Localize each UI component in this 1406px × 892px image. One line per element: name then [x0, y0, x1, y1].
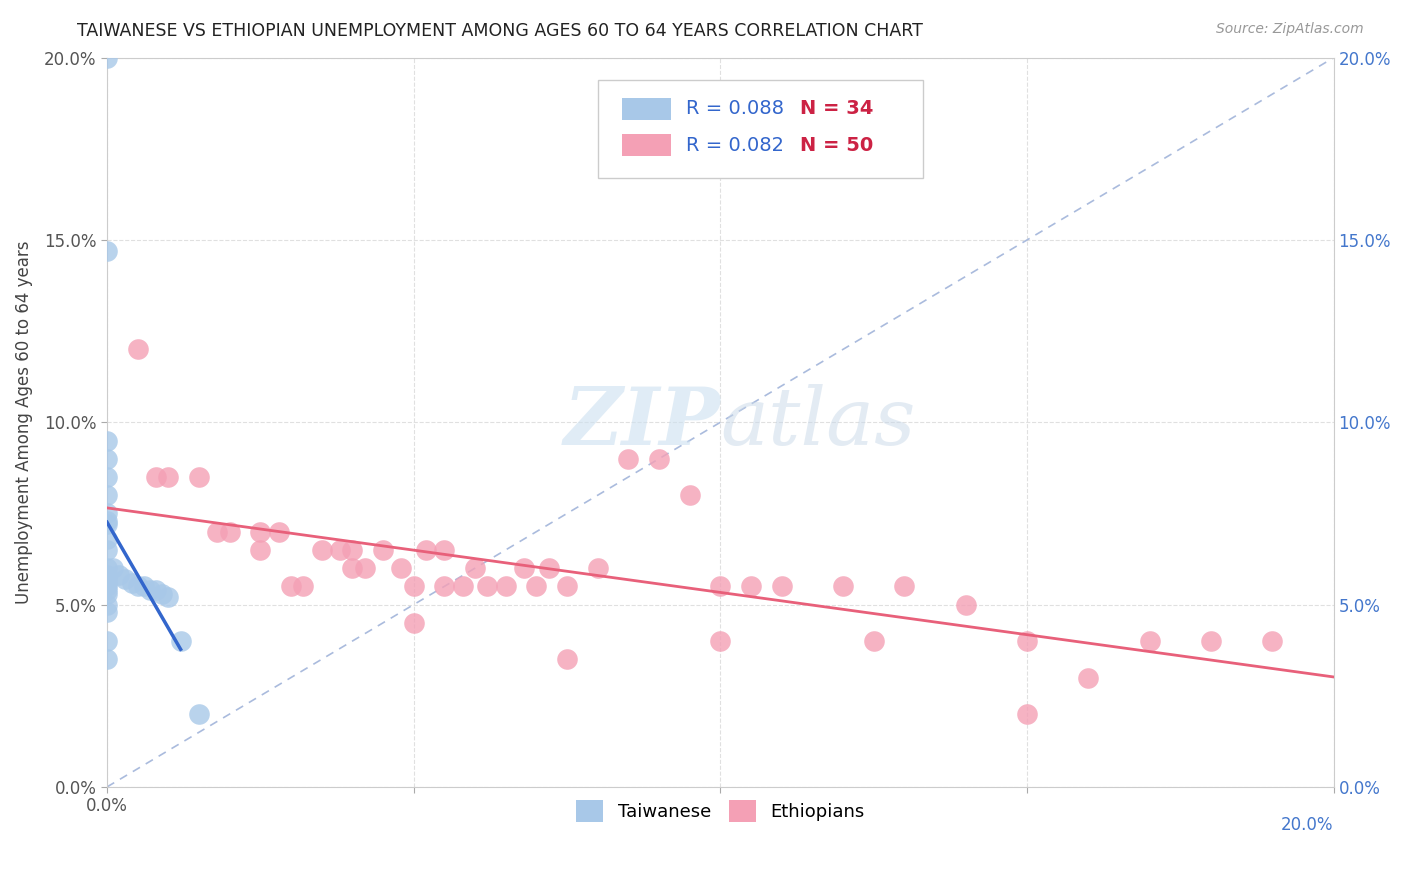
Point — [1199, 634, 1222, 648]
Point — [679, 488, 702, 502]
Point — [96, 514, 118, 528]
Point — [96, 488, 118, 502]
Point — [832, 579, 855, 593]
Point — [132, 579, 155, 593]
Point — [648, 451, 671, 466]
Point — [862, 634, 884, 648]
Point — [207, 524, 229, 539]
Legend: Taiwanese, Ethiopians: Taiwanese, Ethiopians — [569, 792, 872, 829]
Point — [495, 579, 517, 593]
Text: TAIWANESE VS ETHIOPIAN UNEMPLOYMENT AMONG AGES 60 TO 64 YEARS CORRELATION CHART: TAIWANESE VS ETHIOPIAN UNEMPLOYMENT AMON… — [77, 22, 924, 40]
Point — [342, 561, 364, 575]
Point — [96, 568, 118, 582]
Point — [188, 706, 211, 721]
Text: ZIP: ZIP — [564, 384, 720, 461]
Text: R = 0.082: R = 0.082 — [686, 136, 785, 154]
Point — [96, 470, 118, 484]
Point — [451, 579, 474, 593]
Point — [1139, 634, 1161, 648]
Bar — [623, 98, 671, 120]
Point — [188, 470, 211, 484]
Point — [709, 579, 731, 593]
Point — [150, 587, 173, 601]
Point — [555, 652, 578, 666]
Point — [617, 451, 640, 466]
Point — [96, 605, 118, 619]
Point — [96, 582, 118, 597]
Point — [740, 579, 762, 593]
Point — [96, 244, 118, 258]
Point — [96, 451, 118, 466]
Point — [586, 561, 609, 575]
Point — [893, 579, 915, 593]
Point — [415, 543, 437, 558]
Point — [1261, 634, 1284, 648]
Point — [371, 543, 394, 558]
Point — [96, 587, 118, 601]
Point — [218, 524, 240, 539]
Point — [477, 579, 499, 593]
Point — [329, 543, 352, 558]
Point — [101, 561, 124, 575]
Point — [402, 615, 425, 630]
Point — [770, 579, 793, 593]
Point — [114, 572, 136, 586]
Text: 20.0%: 20.0% — [1281, 816, 1334, 834]
Point — [139, 582, 162, 597]
Point — [955, 598, 977, 612]
Text: N = 34: N = 34 — [800, 99, 873, 119]
Point — [96, 51, 118, 65]
Point — [145, 470, 167, 484]
Point — [524, 579, 547, 593]
Point — [709, 634, 731, 648]
Point — [96, 543, 118, 558]
Point — [127, 579, 149, 593]
Text: R = 0.088: R = 0.088 — [686, 99, 785, 119]
Point — [537, 561, 560, 575]
Text: N = 50: N = 50 — [800, 136, 873, 154]
Point — [342, 543, 364, 558]
Point — [391, 561, 413, 575]
Point — [96, 572, 118, 586]
Point — [311, 543, 333, 558]
Point — [280, 579, 302, 593]
Point — [96, 561, 118, 575]
Point — [96, 507, 118, 521]
Point — [96, 579, 118, 593]
Point — [121, 575, 143, 590]
Point — [1015, 634, 1038, 648]
Point — [157, 470, 180, 484]
Point — [108, 568, 131, 582]
Point — [1077, 671, 1099, 685]
Point — [555, 579, 578, 593]
Text: atlas: atlas — [720, 384, 915, 461]
Point — [353, 561, 375, 575]
Point — [96, 634, 118, 648]
Point — [96, 517, 118, 532]
Bar — [623, 135, 671, 156]
Point — [464, 561, 486, 575]
FancyBboxPatch shape — [598, 79, 922, 178]
Point — [127, 343, 149, 357]
Point — [96, 575, 118, 590]
Point — [249, 543, 271, 558]
Point — [157, 591, 180, 605]
Point — [1015, 706, 1038, 721]
Point — [96, 434, 118, 448]
Point — [169, 634, 191, 648]
Point — [433, 579, 456, 593]
Point — [402, 579, 425, 593]
Y-axis label: Unemployment Among Ages 60 to 64 years: Unemployment Among Ages 60 to 64 years — [15, 241, 32, 604]
Text: Source: ZipAtlas.com: Source: ZipAtlas.com — [1216, 22, 1364, 37]
Point — [96, 652, 118, 666]
Point — [433, 543, 456, 558]
Point — [513, 561, 536, 575]
Point — [249, 524, 271, 539]
Point — [96, 532, 118, 546]
Point — [267, 524, 290, 539]
Point — [145, 582, 167, 597]
Point — [292, 579, 315, 593]
Point — [96, 598, 118, 612]
